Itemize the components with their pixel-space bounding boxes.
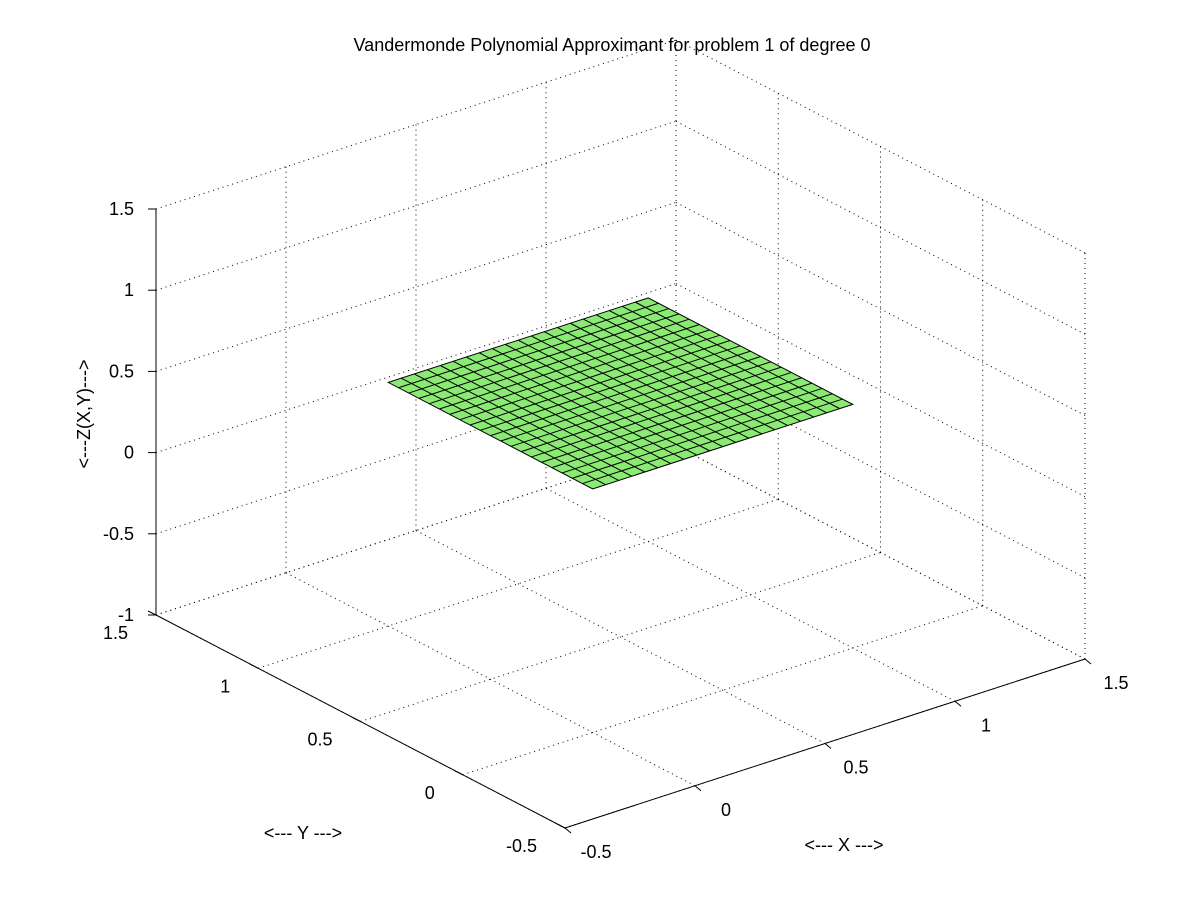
back-wall-grid-line-z [155, 283, 677, 454]
surface-mesh-line [622, 305, 827, 414]
x-tick-label: 1.5 [1103, 673, 1128, 693]
y-tick-label: 0 [425, 783, 435, 803]
y-tick-mark [556, 823, 566, 829]
side-wall-grid-line-z [675, 364, 1086, 579]
y-tick-mark [352, 717, 361, 722]
surface-mesh-line [439, 324, 700, 410]
side-wall-grid-line-z [675, 39, 1086, 254]
surface-mesh-line [557, 327, 762, 435]
surface-mesh-line [635, 301, 840, 410]
z-tick-label: 0.5 [109, 361, 134, 381]
surface-mesh-line [609, 310, 814, 418]
surface-mesh-line [449, 329, 710, 415]
y-tick-mark [454, 770, 463, 776]
x-tick-mark [694, 785, 702, 792]
y-tick-mark [147, 610, 157, 616]
back-wall-grid-line-z [155, 39, 677, 210]
z-tick-label: -0.5 [103, 524, 134, 544]
surface-mesh-line [408, 308, 669, 394]
side-wall-grid-line-z [675, 201, 1086, 416]
side-wall-grid-line-z [675, 120, 1086, 335]
floor-grid-line-x [285, 572, 696, 787]
surface-mesh-line [418, 313, 680, 399]
surface-mesh-line [490, 350, 751, 437]
surface-mesh-line [570, 322, 775, 431]
floor-grid-line-x [415, 530, 826, 744]
y-tick-label: -0.5 [506, 836, 537, 856]
x-tick-mark [954, 700, 962, 707]
surface-mesh [386, 297, 855, 490]
z-tick-label: 1 [124, 280, 134, 300]
x-tick-label: 0 [721, 800, 731, 820]
side-wall-grid-line-z [675, 283, 1086, 498]
x-tick-mark [1084, 658, 1092, 665]
y-tick-label: 1.5 [103, 623, 128, 643]
x-tick-label: -0.5 [580, 842, 611, 862]
z-tick-label: -1 [118, 605, 134, 625]
surface-mesh-line [544, 331, 749, 439]
surface-mesh-line [480, 345, 741, 431]
y-tick-mark [250, 663, 259, 669]
back-wall-grid-line-z [155, 201, 677, 372]
y-tick-label: 0.5 [307, 730, 332, 750]
surface-mesh-line [583, 318, 788, 426]
x-axis-label: <--- X ---> [805, 835, 884, 855]
z-tick-label: 0 [124, 443, 134, 463]
back-wall-grid-line-z [155, 120, 677, 291]
x-tick-mark [564, 827, 572, 834]
surface-mesh-line [531, 335, 736, 443]
floor-grid-line-y [360, 552, 881, 722]
surface-mesh-line [428, 318, 690, 405]
surface-mesh-line [469, 340, 731, 426]
floor-grid-line-y [462, 605, 983, 776]
x-tick-label: 0.5 [843, 758, 868, 778]
floor-grid-line-y [258, 498, 779, 669]
y-tick-label: 1 [220, 676, 230, 696]
x-tick-label: 1 [981, 715, 991, 735]
surface-mesh-line [398, 302, 659, 389]
surface-mesh-line [459, 334, 720, 421]
y-axis-label: <--- Y ---> [264, 823, 342, 843]
z-axis-label: <---Z(X,Y)---> [74, 360, 94, 469]
chart-title: Vandermonde Polynomial Approximant for p… [354, 35, 871, 55]
axis-layer [147, 208, 1092, 834]
z-tick-label: 1.5 [109, 199, 134, 219]
side-wall-grid-line-z [675, 445, 1086, 660]
surface-mesh-line [596, 314, 801, 422]
tick-label-layer: -0.500.511.5-0.500.511.5-1-0.500.511.5 [103, 199, 1129, 862]
x-tick-mark [824, 743, 832, 749]
